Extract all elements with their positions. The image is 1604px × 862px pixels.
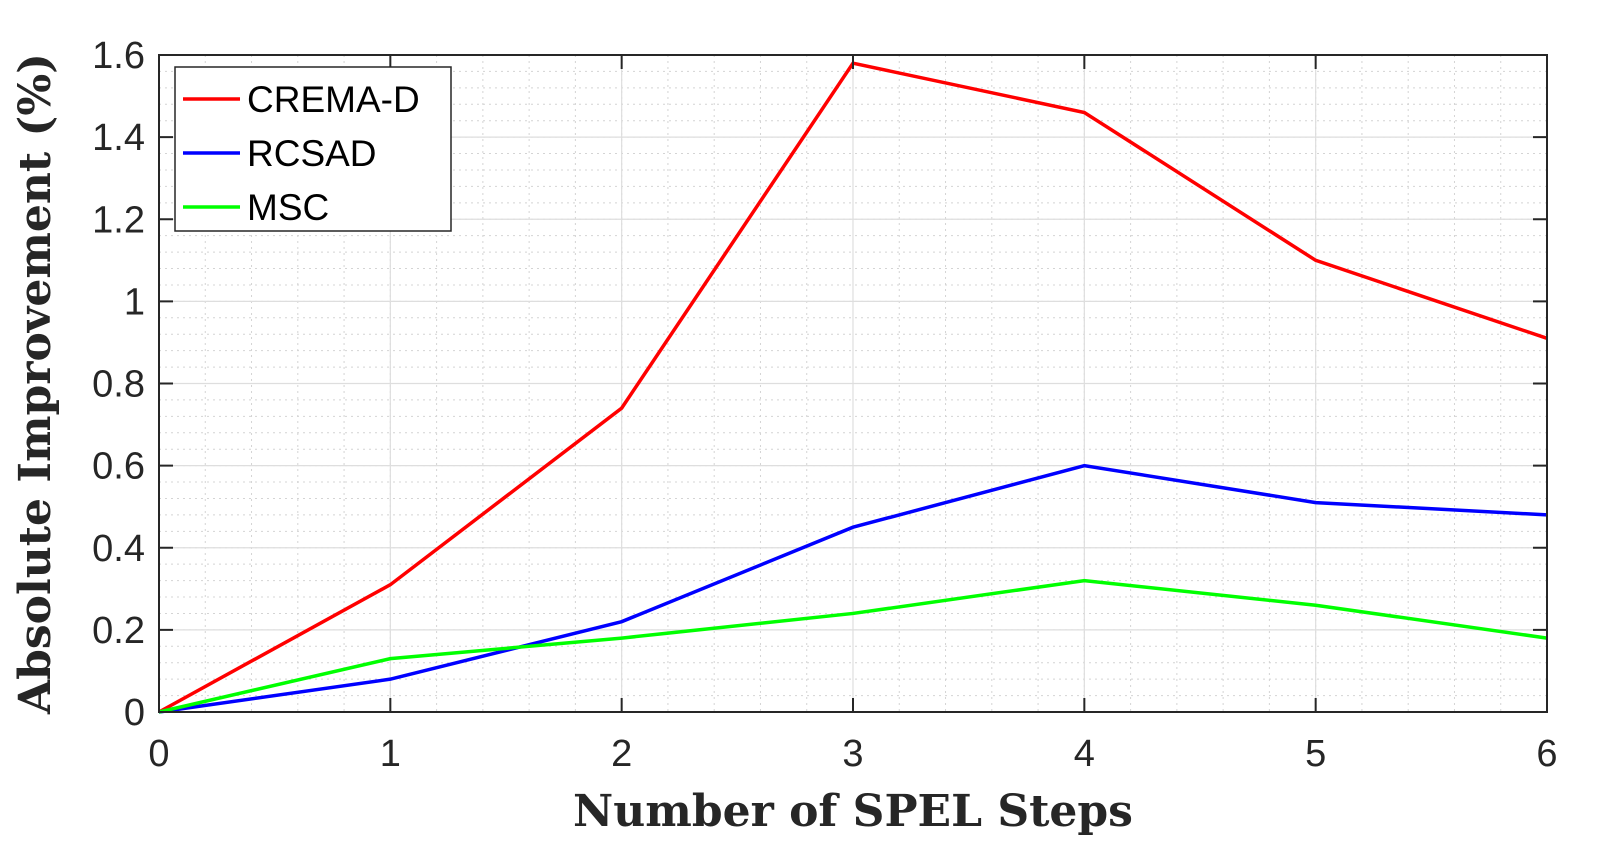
y-tick-label: 0.2	[92, 610, 145, 652]
legend-label-msc: MSC	[247, 187, 329, 228]
x-tick-label: 2	[611, 733, 632, 775]
x-axis-label: Number of SPEL Steps	[573, 786, 1133, 837]
x-tick-label: 3	[842, 733, 863, 775]
legend-box	[174, 66, 452, 232]
y-axis-label: Absolute Improvement (%)	[10, 53, 61, 715]
y-tick-label: 0	[124, 692, 145, 734]
y-tick-labels: 0 0.2 0.4 0.6 0.8 1 1.2 1.4 1.6	[92, 35, 145, 734]
series-line-rcsad	[158, 463, 1548, 714]
y-tick-label: 1.4	[92, 117, 145, 159]
y-tick-label: 0.6	[92, 446, 145, 488]
series-line-msc	[158, 578, 1548, 714]
y-tick-label: 0.4	[92, 528, 145, 570]
x-tick-labels: 0 1 2 3 4 5 6	[148, 733, 1557, 775]
y-tick-label: 1.6	[92, 35, 145, 77]
legend: CREMA-D RCSAD MSC	[174, 66, 452, 232]
x-tick-label: 1	[380, 733, 401, 775]
x-tick-label: 5	[1305, 733, 1326, 775]
x-tick-label: 6	[1536, 733, 1557, 775]
legend-label-rcsad: RCSAD	[247, 133, 377, 174]
legend-label-crema-d: CREMA-D	[247, 79, 420, 120]
y-tick-label: 0.8	[92, 364, 145, 406]
y-tick-label: 1.2	[92, 199, 145, 241]
x-tick-label: 4	[1074, 733, 1095, 775]
x-tick-label: 0	[148, 733, 169, 775]
y-tick-label: 1	[124, 281, 145, 323]
